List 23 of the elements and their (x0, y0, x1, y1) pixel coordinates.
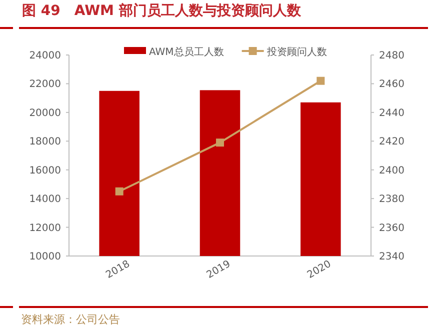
y-tick-label: 22000 (29, 79, 61, 90)
text: 资料来源：公司公告 (21, 313, 120, 326)
y-tick-label: 12000 (29, 222, 61, 234)
point (115, 187, 124, 196)
y-tick-label: 18000 (29, 136, 61, 148)
y2-tick-label: 2380 (379, 194, 404, 206)
y2-tick-label: 2400 (379, 165, 404, 176)
legend-label: AWM总员工人数 (149, 46, 224, 58)
y2-tick-label: 2440 (379, 108, 404, 119)
y2-tick-label: 2480 (379, 50, 404, 62)
y-tick-label: 16000 (29, 165, 61, 176)
legend-label: 投资顾问人数 (266, 46, 327, 58)
y2-tick-label: 2340 (379, 252, 404, 262)
y-tick-label: 14000 (29, 194, 61, 206)
y-tick-label: 10000 (29, 252, 61, 262)
point (316, 76, 325, 85)
y-tick-label: 20000 (29, 108, 61, 119)
point (216, 138, 224, 147)
chart-title: 图 49 AWM 部门员工人数与投资顾问人数 (22, 2, 302, 19)
y2-tick-label: 2460 (379, 79, 404, 90)
y2-tick-label: 2420 (379, 136, 404, 148)
y2-tick-label: 2360 (379, 222, 404, 234)
y-tick-label: 24000 (29, 50, 61, 62)
